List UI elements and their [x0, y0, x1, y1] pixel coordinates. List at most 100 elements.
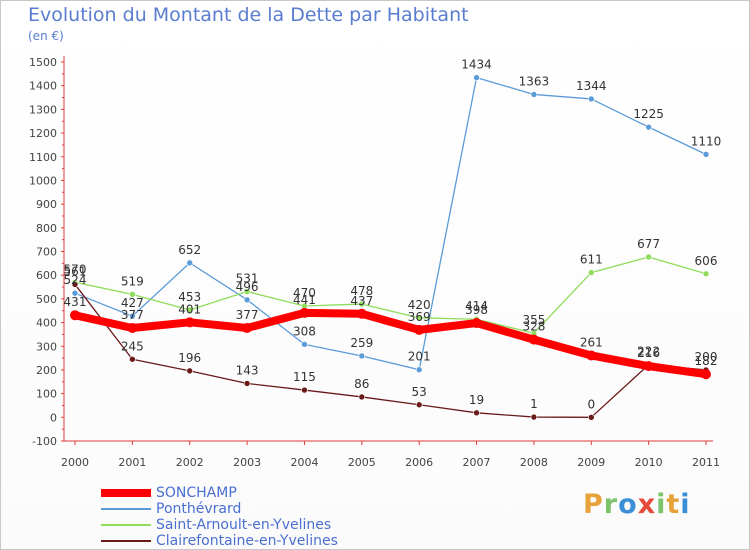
data-point	[129, 312, 136, 320]
data-label: 201	[408, 350, 431, 364]
x-tick-label: 2006	[405, 456, 433, 469]
logo-letter: i	[656, 489, 667, 520]
legend-label: Saint-Arnoult-en-Yvelines	[156, 517, 332, 533]
data-label: 1225	[633, 107, 664, 121]
data-label: 53	[412, 385, 427, 399]
y-tick-label: 700	[36, 246, 57, 259]
data-label: 19	[469, 393, 484, 407]
data-point	[702, 151, 710, 158]
x-tick-label: 2001	[118, 456, 146, 469]
data-point	[587, 95, 595, 103]
data-label: 222	[637, 345, 660, 359]
series-line-1	[74, 76, 707, 371]
chart-title: Evolution du Montant de la Dette par Hab…	[28, 4, 469, 26]
data-label: 431	[64, 295, 87, 309]
y-tick-label: 800	[36, 222, 57, 235]
data-point	[129, 291, 136, 298]
data-label: 1434	[461, 58, 492, 72]
series-line-3	[74, 283, 707, 418]
x-tick-label: 2009	[577, 456, 605, 469]
data-label: 437	[350, 294, 373, 308]
data-point	[356, 308, 367, 319]
data-point	[414, 324, 425, 335]
data-point	[186, 259, 194, 267]
data-point	[528, 334, 539, 345]
legend-label: SONCHAMP	[156, 485, 237, 501]
data-point	[415, 366, 423, 374]
data-point	[70, 310, 80, 321]
data-point	[530, 413, 538, 421]
data-point	[645, 253, 652, 261]
y-tick-label: 1000	[29, 174, 57, 187]
data-label: 377	[121, 308, 144, 322]
y-tick-label: 1500	[29, 56, 57, 69]
data-point	[186, 306, 194, 314]
data-label: 561	[64, 264, 87, 278]
legend-swatch	[101, 524, 151, 526]
y-tick-label: 1100	[29, 151, 57, 164]
data-label: 1363	[519, 74, 550, 88]
data-point	[129, 355, 136, 363]
data-label: 0	[587, 397, 595, 411]
data-label: 453	[178, 290, 201, 304]
legend-swatch	[101, 540, 151, 542]
data-point	[186, 367, 194, 375]
x-tick-label: 2010	[635, 456, 663, 469]
x-tick-label: 2000	[61, 456, 89, 469]
y-tick-label: 300	[36, 340, 57, 353]
y-tick-label: 1300	[29, 103, 57, 116]
x-tick-label: 2004	[290, 456, 318, 469]
data-point	[299, 307, 310, 318]
data-point	[71, 289, 79, 297]
data-label: 1344	[576, 79, 607, 93]
data-point	[530, 91, 538, 98]
data-point	[243, 288, 251, 295]
data-label: 420	[408, 298, 431, 312]
data-label: 519	[121, 274, 144, 288]
legend-label: Clairefontaine-en-Yvelines	[156, 533, 338, 549]
data-label: 355	[522, 313, 545, 327]
data-label: 369	[408, 310, 431, 324]
data-point	[471, 318, 482, 329]
y-tick-label: 1400	[29, 80, 57, 93]
y-tick-label: 400	[36, 317, 57, 330]
x-tick-label: 2003	[233, 456, 261, 469]
y-tick-label: 600	[36, 269, 57, 282]
data-point	[301, 341, 308, 348]
data-label: 1	[530, 397, 538, 411]
data-point	[473, 74, 480, 81]
data-point	[701, 369, 711, 380]
data-label: 328	[522, 320, 545, 334]
data-label: 245	[121, 339, 144, 353]
data-label: 259	[350, 336, 373, 350]
y-tick-label: 900	[36, 198, 57, 211]
data-label: 611	[580, 253, 603, 267]
data-point	[358, 352, 366, 360]
data-point	[243, 380, 251, 387]
logo-letter: r	[603, 489, 619, 520]
data-label: 86	[354, 377, 369, 391]
data-label: 143	[236, 363, 259, 377]
data-label: 427	[121, 296, 144, 310]
data-label: 496	[236, 280, 259, 294]
x-tick-label: 2005	[348, 456, 376, 469]
data-point	[586, 350, 597, 361]
x-tick-label: 2002	[176, 456, 204, 469]
series-line-0	[71, 308, 710, 379]
data-point	[702, 270, 710, 278]
data-label: 196	[178, 351, 201, 365]
proxiti-logo: Proxiti	[583, 489, 691, 520]
data-label: 200	[695, 350, 718, 364]
data-point	[242, 323, 253, 334]
data-point	[587, 269, 595, 276]
data-label: 377	[236, 308, 259, 322]
data-label: 1110	[691, 134, 722, 148]
data-label: 308	[293, 324, 316, 338]
data-label: 478	[350, 284, 373, 298]
chart-unit: (en €)	[28, 29, 64, 43]
data-label: 216	[637, 346, 660, 360]
data-point	[127, 323, 138, 334]
logo-letter: o	[618, 489, 638, 520]
